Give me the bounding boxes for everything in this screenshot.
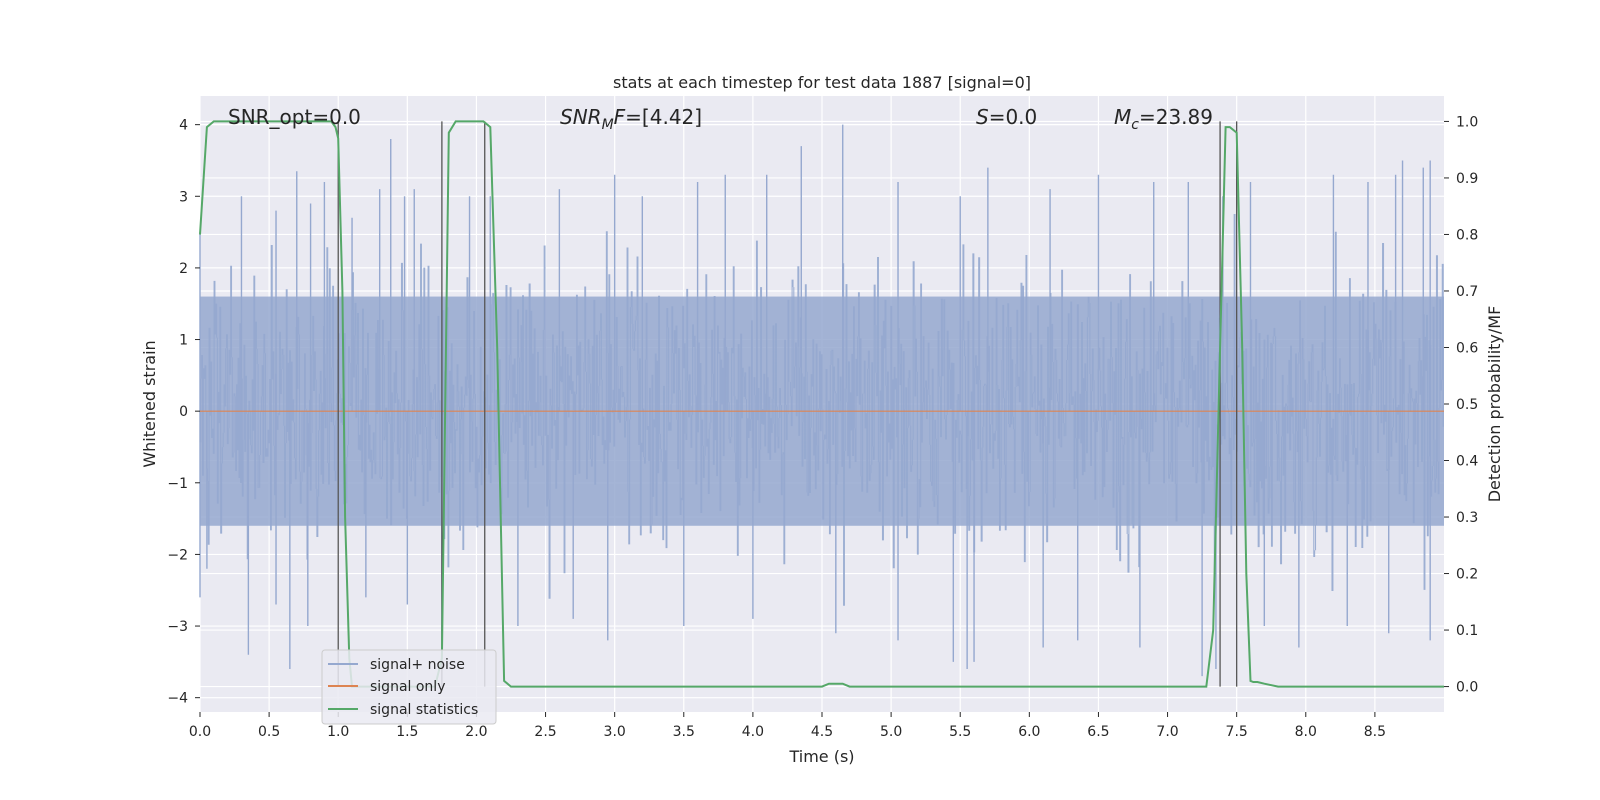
- x-tick-label: 4.5: [811, 724, 833, 740]
- legend-box: [321, 649, 497, 725]
- y-right-tick-label: 0.0: [1456, 680, 1478, 696]
- annotation-s-value: =0.0: [989, 105, 1038, 129]
- annotation-snr-mf-value: =[4.42]: [625, 105, 702, 129]
- x-tick-label: 8.0: [1295, 724, 1317, 740]
- x-axis-ticks: 0.0 0.5 1.0 1.5 2.0 2.5 3.0 3.5 4.0 4.5 5.0 5.5 6.0 6…: [189, 712, 1386, 740]
- x-tick-label: 7.0: [1156, 724, 1178, 740]
- annotation-s-main: S: [976, 105, 989, 129]
- x-tick-label: 0.5: [258, 724, 280, 740]
- x-tick-label: 0.0: [189, 724, 211, 740]
- y-right-tick-label: 0.1: [1456, 623, 1478, 639]
- y-tick-label: −2: [167, 547, 188, 563]
- x-tick-label: 6.0: [1018, 724, 1040, 740]
- x-tick-label: 2.5: [534, 724, 556, 740]
- vertical-markers: [337, 121, 1238, 687]
- y-tick-label: 3: [179, 189, 188, 205]
- y-right-tick-label: 0.2: [1456, 567, 1478, 583]
- legend-label-signal-only: signal only: [370, 679, 445, 695]
- x-tick-label: 6.5: [1087, 724, 1109, 740]
- annotation-s: S=0.0: [976, 105, 1037, 129]
- x-axis-label: Time (s): [788, 747, 854, 766]
- y-right-tick-label: 0.5: [1456, 397, 1478, 413]
- x-tick-label: 5.5: [949, 724, 971, 740]
- y-right-tick-label: 0.9: [1456, 171, 1478, 187]
- y-right-axis-ticks: 1.0 0.9 0.8 0.7 0.6 0.5 0.4 0.3 0.2 0.1 0.0: [1444, 114, 1478, 696]
- y-right-tick-label: 0.8: [1456, 227, 1478, 243]
- x-tick-label: 7.5: [1226, 724, 1248, 740]
- legend-label-signal-statistics: signal statistics: [370, 702, 478, 718]
- y-tick-label: 1: [179, 333, 188, 349]
- y-right-tick-label: 0.6: [1456, 340, 1478, 356]
- annotation-snr-opt-prefix: SNR_opt=: [228, 105, 329, 129]
- y-tick-label: 4: [179, 118, 188, 134]
- annotation-snr-opt-value: 0.0: [329, 105, 361, 129]
- y-right-tick-label: 0.7: [1456, 284, 1478, 300]
- x-tick-label: 1.5: [396, 724, 418, 740]
- legend: signal+ noise signal only signal statist…: [321, 649, 497, 725]
- x-tick-label: 2.0: [465, 724, 487, 740]
- x-tick-label: 5.0: [880, 724, 902, 740]
- annotation-mc-main: M: [1114, 105, 1131, 129]
- series-signal-statistics: [199, 120, 1444, 688]
- y-tick-label: −1: [167, 476, 188, 492]
- y-tick-label: −3: [167, 619, 188, 635]
- x-tick-label: 3.0: [604, 724, 626, 740]
- legend-label-signal-noise: signal+ noise: [370, 657, 465, 673]
- y-right-tick-label: 0.3: [1456, 510, 1478, 526]
- annotation-snr-mf-sub: M: [602, 117, 614, 133]
- annotation-mc-sub: c: [1131, 117, 1139, 133]
- y-right-tick-label: 1.0: [1456, 114, 1478, 130]
- y-right-tick-label: 0.4: [1456, 454, 1478, 470]
- x-tick-label: 4.0: [742, 724, 764, 740]
- annotation-mc-value: =23.89: [1139, 105, 1213, 129]
- y-axis-label: Whitened strain: [140, 340, 159, 467]
- annotation-snr-mf-main: SNR: [560, 105, 602, 129]
- x-tick-label: 8.5: [1364, 724, 1386, 740]
- y-tick-label: 2: [179, 261, 188, 277]
- y-tick-label: −4: [167, 691, 188, 707]
- y-right-axis-label: Detection probability/MF: [1485, 306, 1504, 503]
- x-tick-label: 3.5: [673, 724, 695, 740]
- annotation-snr-mf: SNRMF=[4.42]: [560, 105, 702, 133]
- y-axis-ticks: 4 3 2 1 0 −1 −2 −3 −4: [167, 118, 200, 707]
- annotation-mc: Mc=23.89: [1114, 105, 1213, 133]
- annotation-snr-opt: SNR_opt=0.0: [228, 105, 361, 129]
- x-tick-label: 1.0: [327, 724, 349, 740]
- annotation-snr-mf-rest: F: [614, 105, 626, 129]
- signal-statistics-line: [199, 120, 1444, 688]
- chart-title: stats at each timestep for test data 188…: [613, 73, 1031, 92]
- y-tick-label: 0: [179, 404, 188, 420]
